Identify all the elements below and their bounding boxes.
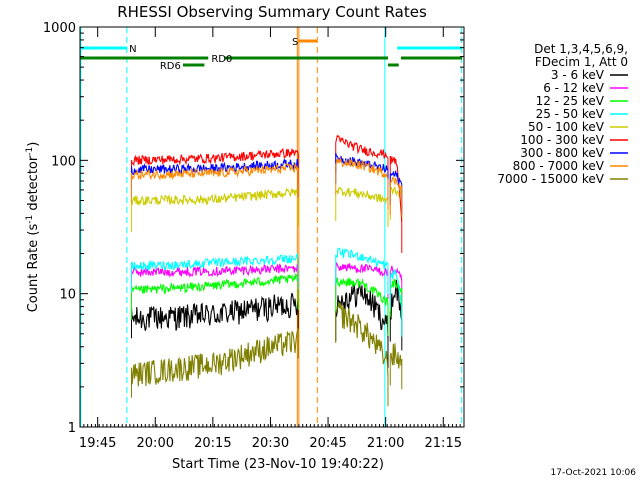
x-tick-label-2: 20:15 [194, 436, 231, 451]
x-tick-label-0: 19:45 [79, 436, 116, 451]
series-1-segment-0 [130, 263, 299, 278]
footer-timestamp: 17-Oct-2021 10:06 [551, 468, 637, 478]
x-tick-label-6: 21:15 [425, 436, 462, 451]
y-axis-ticks: 1 10 100 1000 [43, 21, 464, 436]
y-tick-label-3: 1000 [43, 21, 76, 36]
series-3-segment-2 [389, 269, 403, 307]
series-7-segment-1 [335, 156, 389, 180]
series-0-segment-2 [389, 279, 403, 321]
series-2-segment-2 [389, 278, 403, 294]
legend-header-line2: FDecim 1, Att 0 [535, 55, 628, 69]
legend-label-7: 800 - 7000 keV [513, 159, 605, 173]
series-7-segment-2 [389, 177, 403, 191]
legend-label-8: 7000 - 15000 keV [497, 172, 604, 186]
series-5-segment-0 [130, 147, 299, 167]
y-axis-label-sup1: -1 [25, 215, 35, 224]
chart-title: RHESSI Observing Summary Count Rates [117, 3, 427, 21]
series-7-segment-0 [130, 162, 299, 181]
x-tick-label-4: 20:45 [309, 436, 346, 451]
legend-label-0: 3 - 6 keV [551, 68, 605, 82]
legend-label-4: 50 - 100 keV [528, 120, 605, 134]
x-axis-ticks: 19:45 20:00 20:15 20:30 20:45 21:00 21:15 [79, 27, 465, 451]
y-tick-label-2: 100 [51, 154, 76, 169]
series-5-segment-2 [389, 155, 403, 223]
y-tick-label-0: 1 [68, 421, 76, 436]
flag-rd6-label: RD6 [160, 61, 181, 72]
series-4-segment-0 [130, 187, 299, 207]
series-3-segment-0 [131, 252, 299, 272]
flag-n-label: N [129, 44, 136, 55]
legend: Det 1,3,4,5,6,9, FDecim 1, Att 0 3 - 6 k… [497, 42, 628, 186]
series-3 [130, 247, 403, 337]
series-7 [130, 156, 403, 217]
status-flag-bars: N S RD0 RD6 [80, 37, 463, 72]
y-tick-label-1: 10 [59, 288, 76, 303]
y-axis-label-end: ) [26, 142, 41, 147]
series-4-segment-1 [335, 186, 389, 205]
x-tick-label-1: 20:00 [137, 436, 174, 451]
legend-label-5: 100 - 300 keV [520, 133, 604, 147]
series-6-segment-2 [389, 170, 403, 185]
y-axis-label: Count Rate (s-1 detector-1) [25, 142, 41, 313]
count-rate-series [130, 134, 403, 407]
y-axis-label-mid: detector [26, 155, 41, 215]
vertical-marker-lines [80, 27, 463, 427]
x-axis-label: Start Time (23-Nov-10 19:40:22) [172, 457, 384, 472]
series-2-segment-0 [130, 272, 299, 295]
y-axis-label-sup2: -1 [25, 147, 35, 156]
legend-header-line1: Det 1,3,4,5,6,9, [534, 42, 628, 56]
legend-label-3: 25 - 50 keV [536, 107, 605, 121]
legend-label-6: 300 - 800 keV [520, 146, 604, 160]
y-axis-label-main: Count Rate (s [26, 224, 41, 313]
x-tick-label-3: 20:30 [252, 436, 289, 451]
series-8-segment-2 [389, 343, 403, 369]
x-tick-label-5: 21:00 [367, 436, 404, 451]
series-0-segment-1 [335, 283, 389, 339]
series-1-segment-1 [335, 261, 389, 278]
legend-label-1: 6 - 12 keV [543, 81, 605, 95]
series-8 [130, 302, 403, 407]
series-8-segment-0 [130, 328, 299, 387]
series-2-segment-1 [335, 277, 389, 307]
series-8-segment-1 [335, 302, 389, 377]
series-3-segment-1 [335, 247, 389, 270]
series-5-segment-1 [335, 134, 389, 160]
flag-s-label: S [292, 37, 298, 48]
legend-label-2: 12 - 25 keV [536, 94, 605, 108]
flag-rd0-label: RD0 [211, 54, 232, 65]
series-0-segment-0 [130, 292, 299, 331]
